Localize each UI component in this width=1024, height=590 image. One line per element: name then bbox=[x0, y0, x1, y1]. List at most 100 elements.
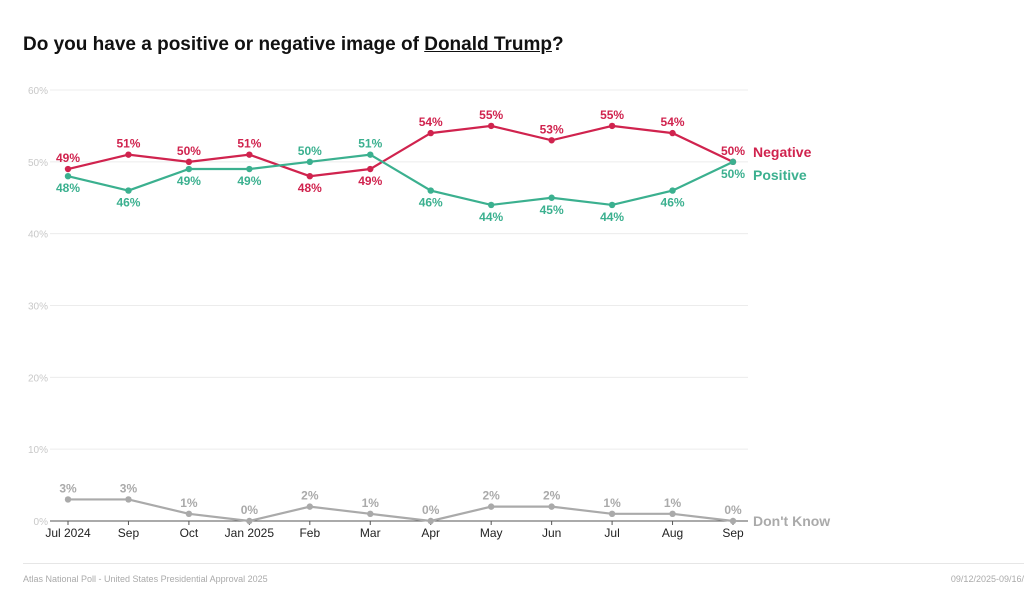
positive-point bbox=[608, 201, 616, 209]
don-t-know-point bbox=[427, 517, 434, 525]
don-t-know-data-label: 1% bbox=[362, 496, 380, 510]
x-tick-label: Aug bbox=[662, 526, 683, 540]
positive-point bbox=[729, 158, 737, 166]
x-tick-label: May bbox=[480, 526, 503, 540]
legend-don-t-know: Don't Know bbox=[753, 513, 830, 529]
don-t-know-data-label: 1% bbox=[664, 496, 682, 510]
don-t-know-data-label: 2% bbox=[543, 489, 561, 503]
chart-title: Do you have a positive or negative image… bbox=[23, 34, 564, 56]
positive-point bbox=[185, 165, 193, 173]
don-t-know-data-label: 2% bbox=[301, 489, 319, 503]
don-t-know-data-label: 3% bbox=[59, 481, 77, 495]
don-t-know-point bbox=[669, 510, 676, 518]
don-t-know-point bbox=[608, 510, 616, 518]
negative-data-label: 50% bbox=[721, 144, 745, 158]
negative-data-label: 54% bbox=[661, 115, 685, 129]
don-t-know-point bbox=[125, 496, 132, 503]
don-t-know-point bbox=[548, 503, 555, 510]
positive-point bbox=[306, 158, 314, 166]
don-t-know-point bbox=[729, 517, 737, 525]
title-text: Do you have a positive or negative image… bbox=[23, 34, 425, 55]
x-tick-label: Sep bbox=[118, 526, 140, 540]
negative-point bbox=[246, 151, 253, 158]
positive-data-label: 50% bbox=[298, 144, 322, 158]
positive-point bbox=[64, 173, 72, 180]
don-t-know-line bbox=[68, 498, 734, 523]
negative-data-label: 51% bbox=[237, 137, 261, 151]
don-t-know-data-label: 1% bbox=[180, 496, 198, 510]
don-t-know-data-label: 2% bbox=[483, 489, 501, 503]
x-tick-label: Apr bbox=[421, 526, 440, 540]
legend-positive: Positive bbox=[753, 167, 807, 183]
don-t-know-data-label: 0% bbox=[724, 503, 742, 517]
negative-point bbox=[64, 165, 72, 173]
negative-data-label: 53% bbox=[540, 122, 564, 136]
y-tick-label: 0% bbox=[34, 517, 49, 528]
line-chart: 0% 10% 20% 30% 40% 50% 60% Jul 2024 Sep Oct Jan 20… bbox=[28, 86, 830, 540]
positive-data-label: 46% bbox=[419, 196, 443, 210]
negative-point bbox=[487, 122, 495, 130]
footer-source: Atlas National Poll - United States Pres… bbox=[23, 574, 268, 584]
positive-point bbox=[367, 151, 374, 158]
positive-point bbox=[246, 165, 253, 173]
negative-point bbox=[125, 151, 132, 158]
positive-point bbox=[669, 187, 676, 194]
negative-point bbox=[367, 165, 374, 173]
don-t-know-point bbox=[185, 510, 193, 518]
x-tick-label: Feb bbox=[299, 526, 320, 540]
don-t-know-point bbox=[64, 496, 72, 503]
negative-line bbox=[67, 124, 734, 178]
negative-data-label: 50% bbox=[177, 144, 201, 158]
positive-line bbox=[67, 153, 734, 207]
positive-data-label: 51% bbox=[358, 137, 382, 151]
don-t-know-data-label: 0% bbox=[241, 503, 259, 517]
x-tick-label: Sep bbox=[722, 526, 744, 540]
footer-dates: 09/12/2025-09/16/ bbox=[950, 574, 1024, 584]
y-tick-label: 20% bbox=[28, 373, 48, 384]
legend-negative: Negative bbox=[753, 144, 812, 160]
don-t-know-point bbox=[306, 503, 314, 510]
negative-point bbox=[608, 122, 616, 130]
positive-point bbox=[125, 187, 132, 194]
positive-point bbox=[548, 194, 555, 201]
don-t-know-data-label: 1% bbox=[603, 496, 621, 510]
negative-data-label: 54% bbox=[419, 115, 443, 129]
negative-point bbox=[427, 129, 434, 137]
positive-data-label: 45% bbox=[540, 203, 564, 217]
y-tick-label: 60% bbox=[28, 86, 48, 97]
title-subject-link[interactable]: Donald Trump bbox=[424, 34, 552, 55]
positive-data-label: 46% bbox=[116, 196, 140, 210]
positive-data-label: 50% bbox=[721, 167, 745, 181]
x-tick-label: Mar bbox=[360, 526, 381, 540]
positive-data-label: 46% bbox=[661, 196, 685, 210]
negative-data-label: 49% bbox=[358, 174, 382, 188]
footer-divider bbox=[23, 563, 1024, 564]
don-t-know-point bbox=[367, 510, 374, 518]
negative-data-label: 51% bbox=[116, 137, 140, 151]
negative-point bbox=[548, 137, 555, 144]
y-tick-label: 50% bbox=[28, 158, 48, 169]
positive-data-label: 49% bbox=[237, 174, 261, 188]
don-t-know-data-label: 0% bbox=[422, 503, 440, 517]
positive-data-label: 44% bbox=[479, 210, 503, 224]
don-t-know-point bbox=[487, 503, 495, 510]
positive-data-label: 44% bbox=[600, 210, 624, 224]
negative-point bbox=[669, 129, 676, 137]
negative-point bbox=[306, 173, 314, 180]
y-tick-label: 10% bbox=[28, 445, 48, 456]
x-tick-label: Jun bbox=[542, 526, 561, 540]
x-tick-label: Oct bbox=[180, 526, 199, 540]
positive-point bbox=[427, 187, 434, 194]
negative-point bbox=[185, 158, 193, 166]
positive-point bbox=[487, 201, 495, 209]
x-tick-label: Jan 2025 bbox=[225, 526, 275, 540]
title-suffix: ? bbox=[551, 34, 564, 55]
y-tick-label: 40% bbox=[28, 230, 48, 241]
x-tick-label: Jul 2024 bbox=[45, 526, 91, 540]
negative-data-label: 55% bbox=[479, 108, 503, 122]
positive-data-label: 49% bbox=[177, 174, 201, 188]
negative-data-label: 49% bbox=[56, 151, 80, 165]
don-t-know-data-label: 3% bbox=[120, 481, 138, 495]
negative-data-label: 55% bbox=[600, 108, 624, 122]
y-tick-label: 30% bbox=[28, 302, 48, 313]
